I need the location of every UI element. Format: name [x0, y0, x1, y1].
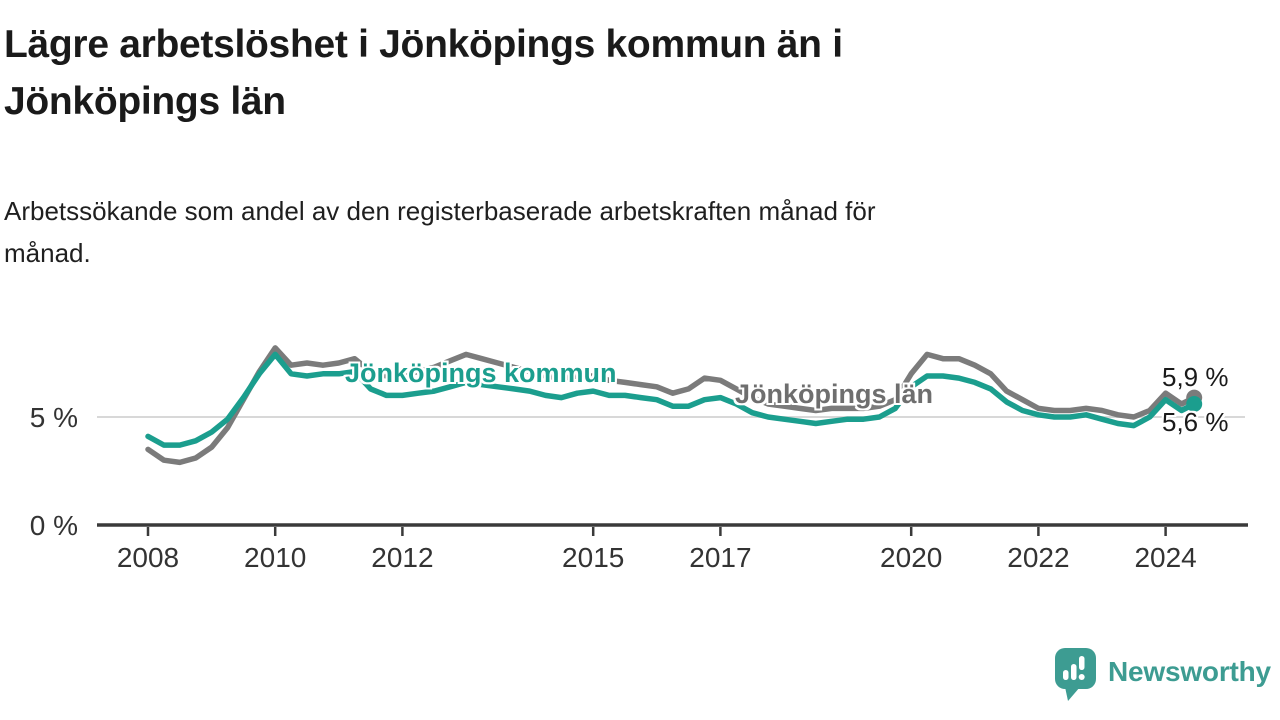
x-tick-label: 2008 — [117, 542, 179, 573]
newsworthy-logo-icon — [1055, 648, 1096, 701]
chart-subtitle: Arbetssökande som andel av den registerb… — [4, 196, 876, 269]
y-tick-label: 5 % — [30, 402, 78, 433]
x-tick-label: 2012 — [371, 542, 433, 573]
x-tick-label: 2024 — [1134, 542, 1196, 573]
x-tick-label: 2022 — [1007, 542, 1069, 573]
series-label-kommun: Jönköpings kommun — [345, 358, 617, 388]
series-line — [145, 351, 1197, 448]
y-tick-label: 0 % — [30, 510, 78, 541]
page-title: Lägre arbetslöshet i Jönköpings kommun ä… — [4, 23, 843, 124]
newsworthy-logo: Newsworthy — [1054, 648, 1271, 704]
end-value-label-lan: 5,9 % — [1162, 362, 1229, 392]
series-end-dot — [1186, 396, 1203, 412]
x-tick-label: 2017 — [689, 542, 751, 573]
newsworthy-logo-text: Newsworthy — [1108, 656, 1271, 687]
series-line — [145, 345, 1197, 466]
x-tick-label: 2015 — [562, 542, 624, 573]
x-tick-label: 2010 — [244, 542, 306, 573]
x-tick-label: 2020 — [880, 542, 942, 573]
series-label-lan: Jönköpings län — [735, 379, 934, 409]
end-value-label-kommun: 5,6 % — [1162, 407, 1229, 437]
